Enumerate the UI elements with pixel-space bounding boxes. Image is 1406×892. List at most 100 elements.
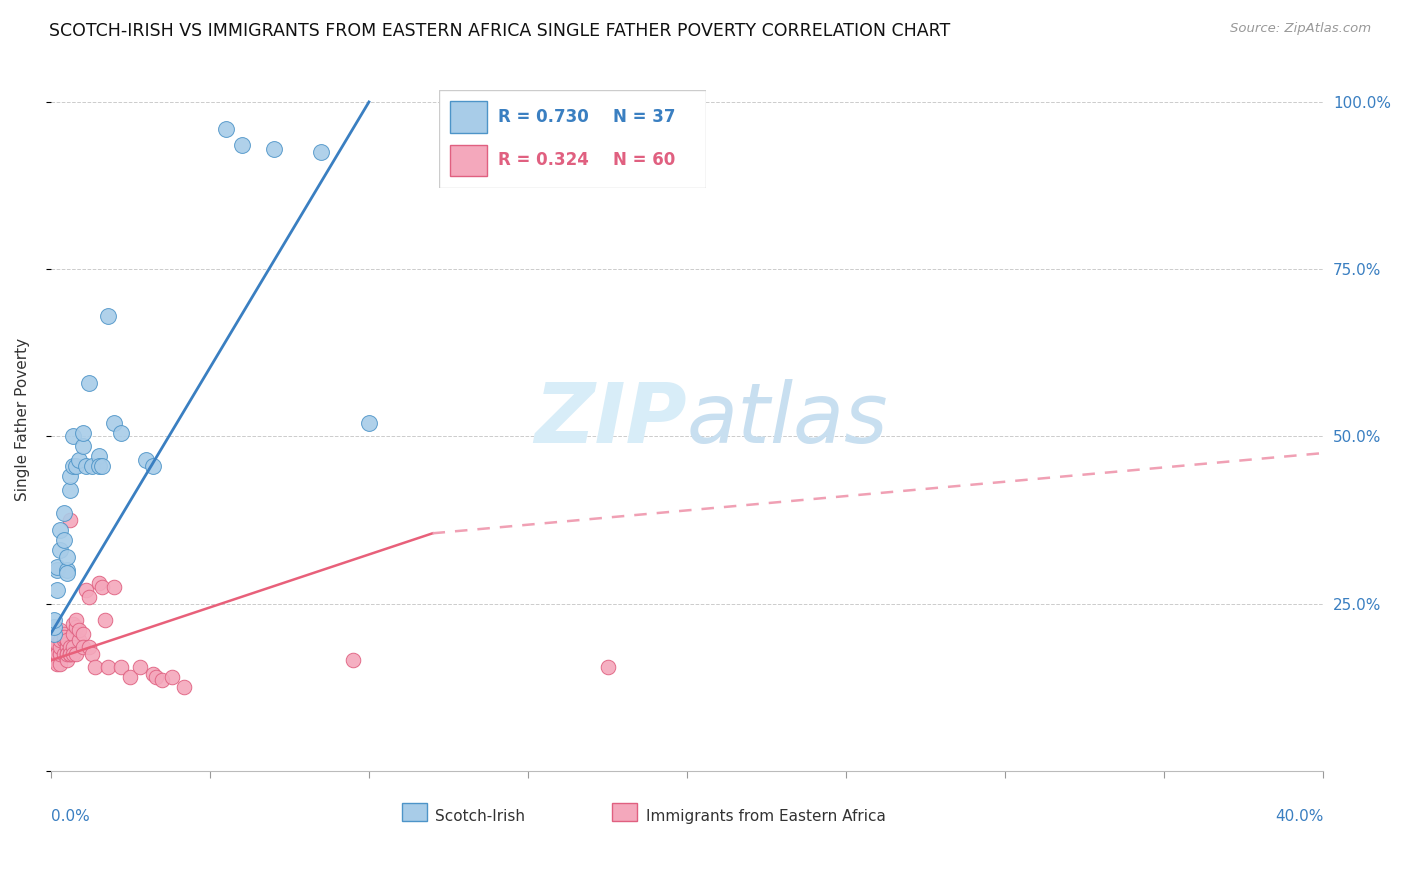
Point — [52, 647, 75, 661]
Point — [49, 640, 72, 654]
Point — [77, 590, 100, 604]
Point — [231, 138, 253, 153]
Point — [87, 459, 110, 474]
Point — [84, 660, 107, 674]
Point — [49, 647, 72, 661]
Text: atlas: atlas — [688, 379, 889, 460]
Point — [55, 633, 77, 648]
Point — [42, 626, 65, 640]
Point — [46, 650, 69, 665]
Point — [87, 450, 110, 464]
Point — [52, 633, 75, 648]
Point — [97, 309, 120, 323]
Point — [150, 673, 173, 688]
Text: Scotch-Irish: Scotch-Irish — [434, 809, 524, 824]
Point — [97, 660, 120, 674]
Point — [72, 640, 94, 654]
Point — [49, 523, 72, 537]
Point — [596, 660, 619, 674]
Point — [59, 640, 82, 654]
Point — [55, 566, 77, 581]
Point — [62, 459, 84, 474]
Point — [42, 647, 65, 661]
Point — [142, 666, 165, 681]
Point — [46, 637, 69, 651]
Point — [77, 376, 100, 390]
Point — [52, 630, 75, 644]
Point — [52, 626, 75, 640]
Point — [55, 640, 77, 654]
Point — [46, 563, 69, 577]
Point — [77, 640, 100, 654]
Point — [72, 439, 94, 453]
Y-axis label: Single Father Poverty: Single Father Poverty — [15, 338, 30, 501]
Point — [82, 647, 104, 661]
Point — [342, 653, 364, 667]
Point — [65, 613, 87, 627]
Point — [82, 459, 104, 474]
Point — [49, 633, 72, 648]
Point — [263, 142, 285, 156]
Point — [110, 660, 132, 674]
Point — [46, 657, 69, 671]
Point — [55, 549, 77, 564]
Point — [69, 633, 91, 648]
Point — [59, 513, 82, 527]
Point — [120, 670, 142, 684]
Point — [52, 533, 75, 547]
Point — [309, 145, 332, 160]
Point — [59, 469, 82, 483]
Text: SCOTCH-IRISH VS IMMIGRANTS FROM EASTERN AFRICA SINGLE FATHER POVERTY CORRELATION: SCOTCH-IRISH VS IMMIGRANTS FROM EASTERN … — [49, 22, 950, 40]
Text: Source: ZipAtlas.com: Source: ZipAtlas.com — [1230, 22, 1371, 36]
Point — [42, 653, 65, 667]
Text: ZIP: ZIP — [534, 379, 688, 460]
Text: 40.0%: 40.0% — [1275, 809, 1323, 824]
Point — [46, 647, 69, 661]
Point — [55, 647, 77, 661]
Point — [215, 121, 238, 136]
Point — [173, 680, 195, 694]
Point — [55, 637, 77, 651]
Point — [62, 626, 84, 640]
Point — [62, 647, 84, 661]
Point — [42, 613, 65, 627]
Point — [69, 624, 91, 638]
Point — [42, 620, 65, 634]
Point — [160, 670, 183, 684]
Point — [46, 583, 69, 598]
Point — [49, 657, 72, 671]
Point — [72, 425, 94, 440]
Point — [87, 576, 110, 591]
Point — [135, 452, 157, 467]
Point — [90, 459, 112, 474]
Point — [103, 580, 125, 594]
Point — [59, 483, 82, 497]
Point — [72, 626, 94, 640]
Point — [55, 653, 77, 667]
Point — [103, 416, 125, 430]
Point — [145, 670, 167, 684]
Point — [52, 506, 75, 520]
Point — [69, 452, 91, 467]
Point — [59, 647, 82, 661]
Point — [62, 640, 84, 654]
Point — [62, 429, 84, 443]
Point — [42, 633, 65, 648]
Point — [65, 459, 87, 474]
Point — [142, 459, 165, 474]
Point — [94, 613, 117, 627]
Point — [90, 580, 112, 594]
Point — [59, 647, 82, 661]
Point — [49, 543, 72, 558]
Point — [110, 425, 132, 440]
Point — [65, 647, 87, 661]
Point — [55, 647, 77, 661]
Text: Immigrants from Eastern Africa: Immigrants from Eastern Africa — [647, 809, 886, 824]
Point — [49, 647, 72, 661]
Point — [75, 583, 97, 598]
Point — [55, 563, 77, 577]
Text: 0.0%: 0.0% — [51, 809, 90, 824]
Point — [65, 620, 87, 634]
Point — [46, 559, 69, 574]
Point — [62, 616, 84, 631]
